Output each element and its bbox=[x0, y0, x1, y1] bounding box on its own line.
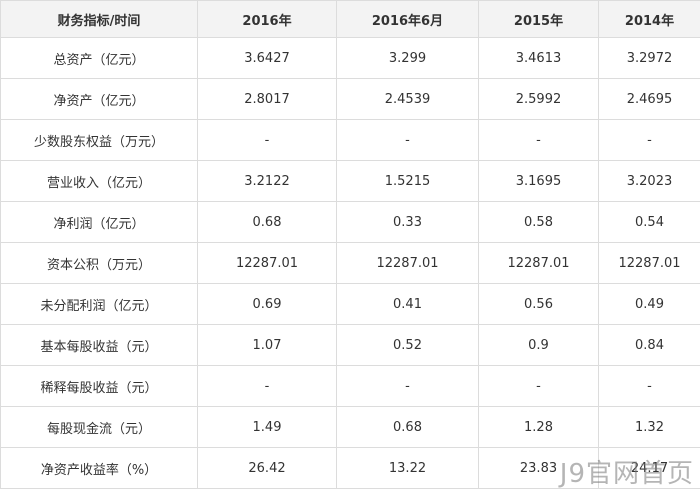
table-row: 净资产收益率（%） 26.42 13.22 23.83 24.17 bbox=[0, 447, 700, 489]
cell: 2.4695 bbox=[598, 78, 700, 120]
row-label: 净资产收益率（%） bbox=[0, 447, 198, 489]
table-row: 总资产（亿元） 3.6427 3.299 3.4613 3.2972 bbox=[0, 37, 700, 79]
cell: 2.8017 bbox=[197, 78, 337, 120]
watermark: J9官网首页 bbox=[559, 459, 694, 489]
cell: 0.68 bbox=[336, 406, 479, 448]
cell: - bbox=[197, 365, 337, 407]
row-label: 基本每股收益（元） bbox=[0, 324, 198, 366]
table-row: 稀释每股收益（元） - - - - bbox=[0, 365, 700, 407]
table-body: 总资产（亿元） 3.6427 3.299 3.4613 3.2972 净资产（亿元） 2.8… bbox=[0, 37, 700, 489]
cell: 1.28 bbox=[478, 406, 599, 448]
row-label: 总资产（亿元） bbox=[0, 37, 198, 79]
header-row: 财务指标/时间 2016年 2016年6月 2015年 2014年 bbox=[0, 0, 700, 38]
cell: 3.2972 bbox=[598, 37, 700, 79]
cell: 1.07 bbox=[197, 324, 337, 366]
cell: 12287.01 bbox=[598, 242, 700, 284]
row-label: 资本公积（万元） bbox=[0, 242, 198, 284]
cell: 0.33 bbox=[336, 201, 479, 243]
cell: - bbox=[478, 119, 599, 161]
cell: - bbox=[197, 119, 337, 161]
cell: - bbox=[598, 119, 700, 161]
cell: 3.299 bbox=[336, 37, 479, 79]
table-row: 净资产（亿元） 2.8017 2.4539 2.5992 2.4695 bbox=[0, 78, 700, 120]
cell: 26.42 bbox=[197, 447, 337, 489]
header-cell: 2016年6月 bbox=[336, 0, 479, 38]
cell: 3.6427 bbox=[197, 37, 337, 79]
table-row: 营业收入（亿元） 3.2122 1.5215 3.1695 3.2023 bbox=[0, 160, 700, 202]
row-label: 净利润（亿元） bbox=[0, 201, 198, 243]
table-row: 资本公积（万元） 12287.01 12287.01 12287.01 12287.01 bbox=[0, 242, 700, 284]
cell: 12287.01 bbox=[478, 242, 599, 284]
table-row: 基本每股收益（元） 1.07 0.52 0.9 0.84 bbox=[0, 324, 700, 366]
cell: 0.52 bbox=[336, 324, 479, 366]
cell: 0.69 bbox=[197, 283, 337, 325]
cell: 0.58 bbox=[478, 201, 599, 243]
row-label: 未分配利润（亿元） bbox=[0, 283, 198, 325]
row-label: 营业收入（亿元） bbox=[0, 160, 198, 202]
header-cell: 2015年 bbox=[478, 0, 599, 38]
header-cell: 财务指标/时间 bbox=[0, 0, 198, 38]
cell: 12287.01 bbox=[336, 242, 479, 284]
header-cell: 2016年 bbox=[197, 0, 337, 38]
cell: 3.2122 bbox=[197, 160, 337, 202]
cell: 0.49 bbox=[598, 283, 700, 325]
cell: - bbox=[336, 365, 479, 407]
cell: 0.84 bbox=[598, 324, 700, 366]
cell: 1.32 bbox=[598, 406, 700, 448]
cell: 0.68 bbox=[197, 201, 337, 243]
cell: - bbox=[598, 365, 700, 407]
cell: 12287.01 bbox=[197, 242, 337, 284]
cell: 3.2023 bbox=[598, 160, 700, 202]
table-row: 少数股东权益（万元） - - - - bbox=[0, 119, 700, 161]
cell: - bbox=[478, 365, 599, 407]
cell: 0.41 bbox=[336, 283, 479, 325]
row-label: 少数股东权益（万元） bbox=[0, 119, 198, 161]
cell: 3.4613 bbox=[478, 37, 599, 79]
cell: 0.56 bbox=[478, 283, 599, 325]
cell: 2.4539 bbox=[336, 78, 479, 120]
row-label: 净资产（亿元） bbox=[0, 78, 198, 120]
row-label: 稀释每股收益（元） bbox=[0, 365, 198, 407]
cell: 3.1695 bbox=[478, 160, 599, 202]
header-cell: 2014年 bbox=[598, 0, 700, 38]
table-row: 净利润（亿元） 0.68 0.33 0.58 0.54 bbox=[0, 201, 700, 243]
cell: 0.9 bbox=[478, 324, 599, 366]
cell: 1.5215 bbox=[336, 160, 479, 202]
table-row: 每股现金流（元） 1.49 0.68 1.28 1.32 bbox=[0, 406, 700, 448]
cell: 1.49 bbox=[197, 406, 337, 448]
cell: 2.5992 bbox=[478, 78, 599, 120]
row-label: 每股现金流（元） bbox=[0, 406, 198, 448]
cell: 13.22 bbox=[336, 447, 479, 489]
cell: - bbox=[336, 119, 479, 161]
cell: 23.83 bbox=[478, 447, 599, 489]
table-row: 未分配利润（亿元） 0.69 0.41 0.56 0.49 bbox=[0, 283, 700, 325]
cell: 0.54 bbox=[598, 201, 700, 243]
